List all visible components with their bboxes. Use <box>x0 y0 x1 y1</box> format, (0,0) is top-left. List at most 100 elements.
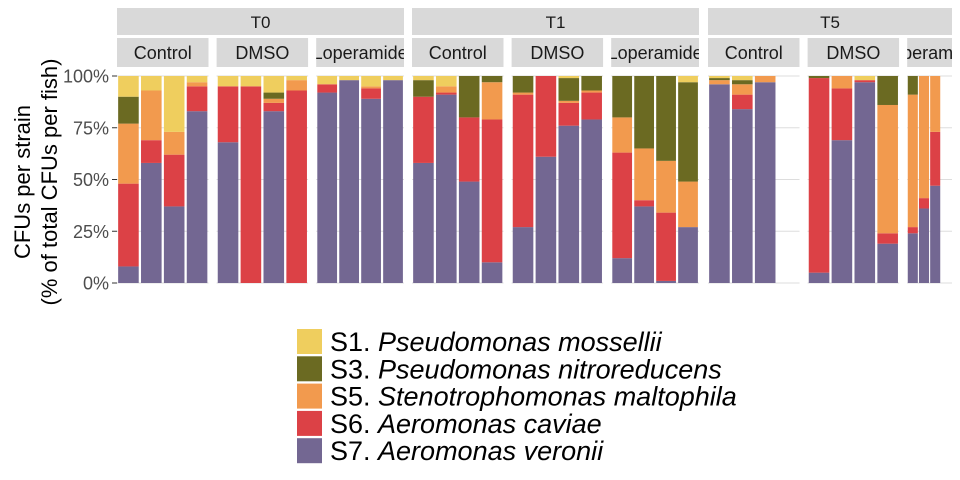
legend-swatch <box>297 410 322 436</box>
group-strip <box>611 38 699 67</box>
legend-entry: S3. Pseudomonas nitroreducens <box>330 354 722 384</box>
bar-segment <box>141 140 162 163</box>
bar-segment <box>808 78 830 273</box>
stacked-bar <box>317 76 338 283</box>
stacked-bar <box>186 76 208 283</box>
bar-segment <box>263 76 285 93</box>
bar-segment <box>361 76 381 87</box>
bar-segment <box>709 78 730 81</box>
legend-entry: S1. Pseudomonas mossellii <box>330 327 663 357</box>
bar-segment <box>458 76 480 118</box>
bar-segment <box>186 111 208 283</box>
bar-segment <box>709 80 730 85</box>
bar-segment <box>678 76 698 83</box>
bar-segment <box>656 160 676 213</box>
bar-segment <box>217 142 239 283</box>
stacked-bar <box>141 76 162 283</box>
bar-segment <box>458 117 480 182</box>
bar-segment <box>118 183 139 267</box>
bar-segment <box>263 102 285 112</box>
bar-segment <box>808 272 830 283</box>
bar-segment <box>339 80 360 283</box>
bar-segment <box>512 94 534 228</box>
bar-segment <box>732 76 753 81</box>
bar-segment <box>436 76 457 87</box>
bar-segment <box>877 233 898 244</box>
legend-entry: S5. Stenotrophomonas maltophila <box>330 382 737 412</box>
stacked-bar <box>361 76 381 284</box>
group-strip <box>316 38 404 67</box>
bar-segment <box>186 82 208 87</box>
bar-segment <box>581 119 602 283</box>
bar-segment <box>877 104 898 234</box>
y-tick-label: 25% <box>73 222 109 242</box>
bar-segment <box>918 76 930 199</box>
group-label: Loperamide <box>313 43 408 63</box>
bars <box>118 76 941 284</box>
bar-segment <box>634 200 655 207</box>
group-label: Control <box>134 43 192 63</box>
bar-segment <box>481 82 503 120</box>
bar-segment <box>930 76 941 132</box>
bar-segment <box>581 92 602 120</box>
bar-segment <box>754 76 776 83</box>
bar-segment <box>436 94 457 283</box>
bar-segment <box>535 76 557 157</box>
legend-entry: S7. Aeromonas veronii <box>330 436 604 466</box>
legend-swatch <box>297 438 322 464</box>
bar-segment <box>612 258 633 283</box>
bar-segment <box>481 76 503 83</box>
bar-segment <box>163 76 185 132</box>
bar-segment <box>240 76 262 87</box>
stacked-bar <box>709 76 730 283</box>
bar-segment <box>558 78 580 101</box>
stacked-bar <box>558 76 580 284</box>
legend-swatch <box>297 329 322 354</box>
stacked-bar <box>436 76 457 283</box>
bar-segment <box>854 76 876 81</box>
bar-segment <box>535 156 557 283</box>
stacked-bar <box>240 76 262 283</box>
stacked-bar <box>512 76 534 283</box>
bar-segment <box>907 227 918 234</box>
bar-segment <box>558 76 580 79</box>
bar-segment <box>732 94 753 110</box>
group-label: Control <box>725 43 783 63</box>
bar-segment <box>831 76 853 89</box>
stacked-bar <box>854 76 876 284</box>
bar-segment <box>118 266 139 283</box>
stacked-bar <box>808 76 830 283</box>
group-strip <box>708 38 800 67</box>
bar-segment <box>918 198 930 209</box>
y-tick-label: 100% <box>63 67 109 87</box>
bar-segment <box>512 92 534 95</box>
bar-segment <box>436 92 457 95</box>
group-strip <box>216 38 309 67</box>
stacked-bar <box>163 76 185 283</box>
timepoint-label: T0 <box>251 13 271 32</box>
bar-segment <box>436 86 457 93</box>
bar-segment <box>263 92 285 99</box>
bar-segment <box>163 154 185 207</box>
bar-segment <box>141 162 162 283</box>
bar-segment <box>558 102 580 126</box>
group-label: DMSO <box>530 43 584 63</box>
group-strip <box>907 38 952 67</box>
bar-segment <box>831 88 853 141</box>
group-strip <box>807 38 900 67</box>
stacked-bar <box>339 76 360 283</box>
stacked-bar <box>118 76 139 283</box>
bar-segment <box>877 243 898 283</box>
y-tick-label: 75% <box>73 118 109 138</box>
timepoint-label: T5 <box>820 13 840 32</box>
y-axis-title: CFUs per strain (% of total CFUs per fis… <box>10 59 62 306</box>
bar-segment <box>383 76 403 81</box>
bar-segment <box>612 76 633 118</box>
bar-segment <box>317 84 338 93</box>
bar-segment <box>930 131 941 186</box>
bar-segment <box>612 152 633 259</box>
group-label: Control <box>429 43 487 63</box>
bar-segment <box>317 76 338 85</box>
stacked-bar <box>286 76 307 284</box>
